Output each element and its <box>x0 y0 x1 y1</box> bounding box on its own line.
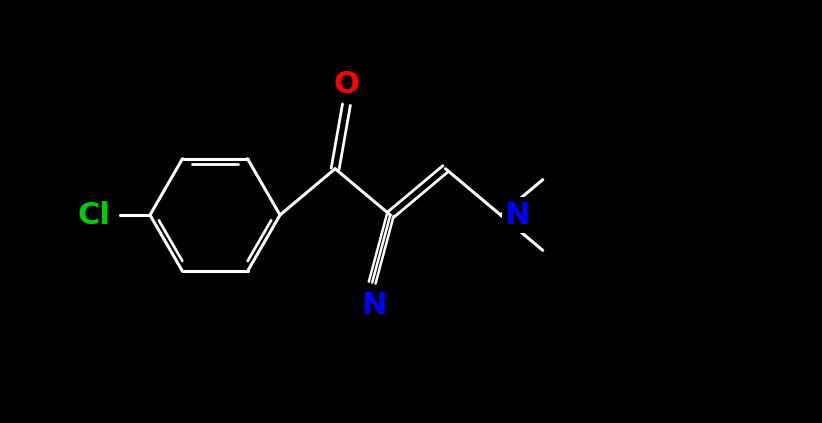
Text: N: N <box>505 201 530 230</box>
Text: O: O <box>334 70 359 99</box>
Text: N: N <box>362 291 387 320</box>
Text: Cl: Cl <box>77 201 110 230</box>
